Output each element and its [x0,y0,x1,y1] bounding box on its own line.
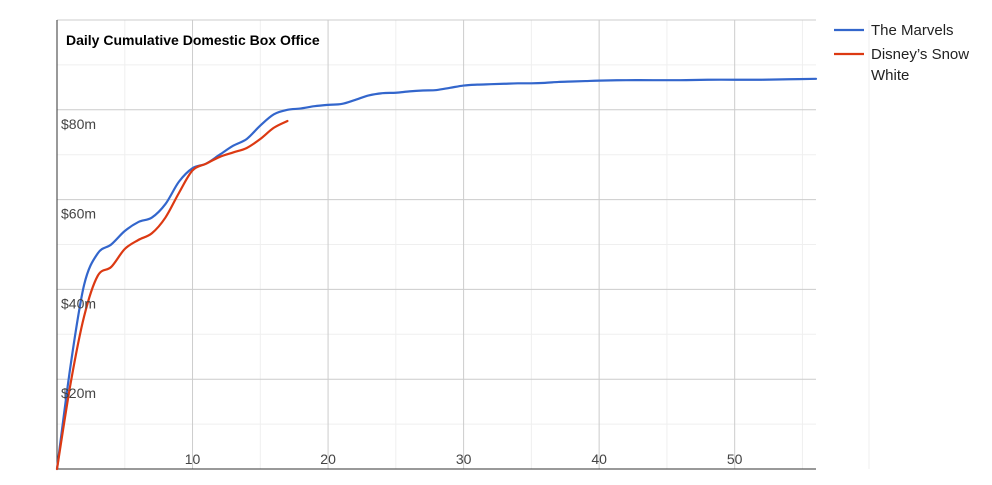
legend-label-line: The Marvels [871,22,954,39]
x-tick-label: 40 [591,451,607,467]
grid-lines [57,19,870,469]
chart-title: Daily Cumulative Domestic Box Office [66,32,320,48]
series-lines [55,77,818,471]
series-line-the-marvels [55,77,818,471]
axes [56,20,816,470]
y-tick-label: $80m [61,116,96,132]
legend: The Marvels Disney’s Snow White [834,22,969,84]
legend-label-the-marvels: The Marvels [871,22,954,39]
y-tick-label: $20m [61,385,96,401]
x-tick-label: 10 [185,451,201,467]
series-line-snow-white [55,119,289,471]
legend-label-line: White [871,67,909,84]
legend-label-line: Disney’s Snow [871,46,969,63]
x-tick-label: 50 [727,451,743,467]
x-tick-label: 30 [456,451,472,467]
y-tick-label: $60m [61,206,96,222]
legend-label-snow-white: Disney’s Snow White [871,46,969,84]
x-tick-label: 20 [320,451,336,467]
tick-labels: 10 20 30 40 50 $20m $40m $60m $80m [61,116,743,467]
y-tick-label: $40m [61,295,96,311]
